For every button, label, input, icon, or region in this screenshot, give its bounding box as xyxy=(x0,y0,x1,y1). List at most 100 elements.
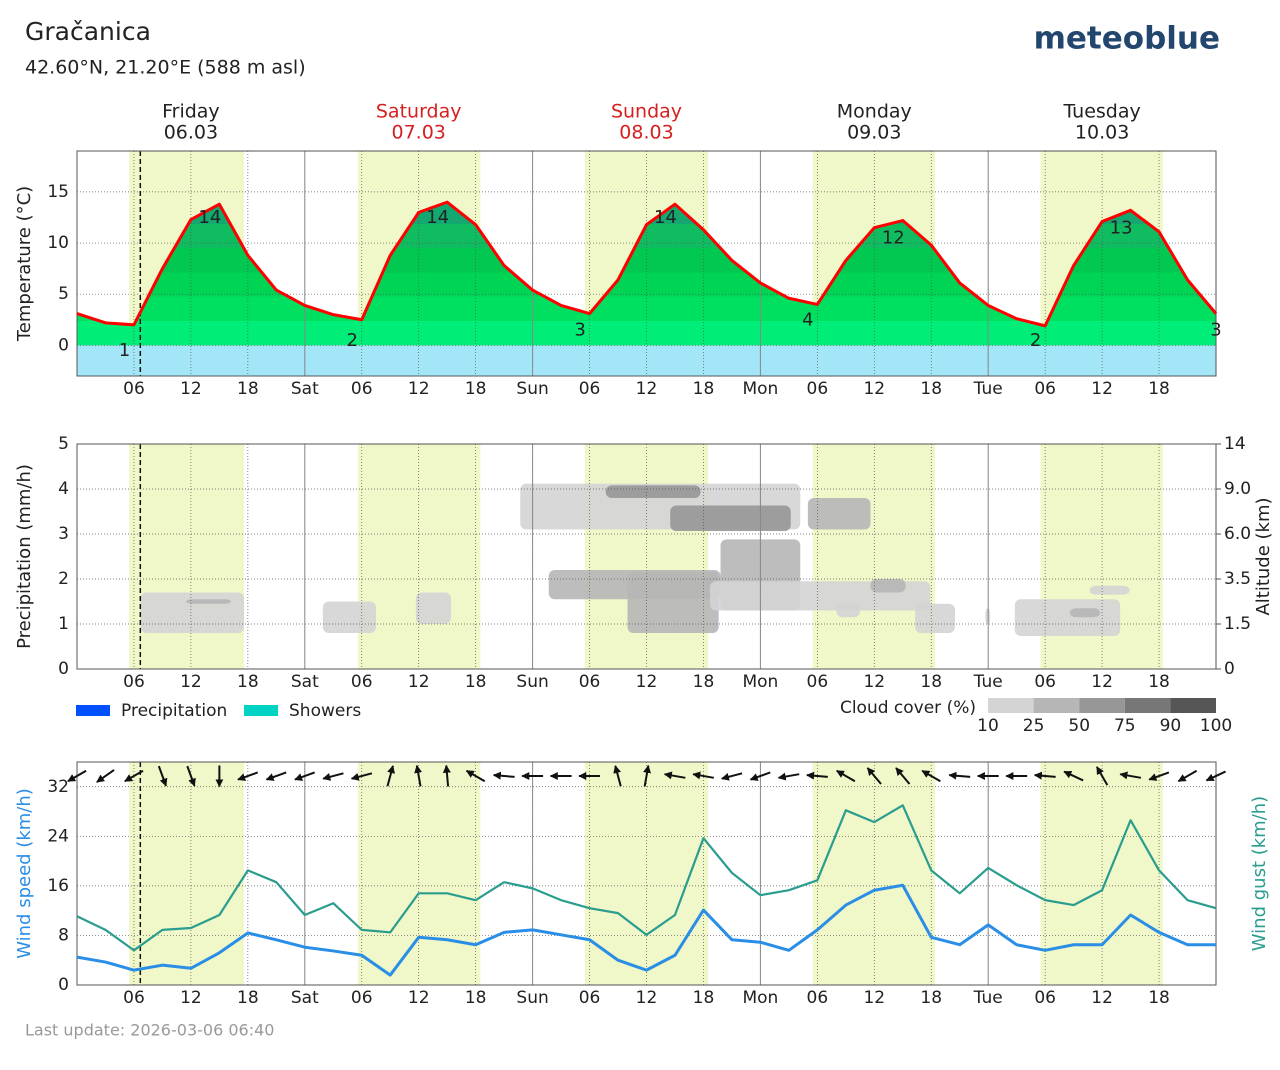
cloud-cell xyxy=(322,601,376,633)
daylight-band xyxy=(129,762,245,985)
legend-swatch xyxy=(76,705,110,716)
wind-arrow xyxy=(96,769,115,783)
wind-arrow xyxy=(350,772,373,781)
wind-arrow xyxy=(465,769,486,783)
daylight-band xyxy=(357,762,481,985)
x-tick-label: 12 xyxy=(180,672,202,692)
wind-arrow xyxy=(866,767,882,785)
x-tick-label: 18 xyxy=(237,988,259,1008)
location-title: Gračanica xyxy=(25,17,151,46)
cloud-legend-swatch xyxy=(1124,698,1171,713)
cloud-cell xyxy=(186,599,231,604)
wind-arrow xyxy=(414,764,423,787)
day-date: 09.03 xyxy=(847,122,901,144)
cloud-cell xyxy=(836,603,861,618)
x-tick-label: 06 xyxy=(123,672,145,692)
wind-arrow xyxy=(265,771,287,781)
wind-arrow xyxy=(721,772,743,781)
legend-swatch xyxy=(244,705,278,716)
y-tick-label: 32 xyxy=(47,777,69,797)
x-tick-label: 18 xyxy=(1148,988,1170,1008)
wind-arrow xyxy=(692,771,714,780)
temperature-extreme-label: 13 xyxy=(1110,217,1133,238)
y-tick-label: 10 xyxy=(47,233,69,253)
x-tick-label: 12 xyxy=(863,988,885,1008)
x-tick-label: Mon xyxy=(742,379,778,399)
day-date: 06.03 xyxy=(164,122,218,144)
temperature-extreme-label: 3 xyxy=(574,320,585,341)
x-tick-label: 18 xyxy=(465,379,487,399)
wind-arrow xyxy=(1119,771,1142,780)
wind-arrow xyxy=(1148,771,1170,781)
x-tick-label: 06 xyxy=(1034,672,1056,692)
x-tick-label: 12 xyxy=(180,988,202,1008)
cloud-cell xyxy=(1014,599,1121,636)
x-tick-label: 12 xyxy=(1091,672,1113,692)
axis-label: Wind speed (km/h) xyxy=(14,788,35,959)
y-tick-label: 0 xyxy=(58,335,69,355)
temperature-extreme-label: 14 xyxy=(654,207,677,228)
wind-arrow xyxy=(643,764,652,787)
x-tick-label: Tue xyxy=(973,988,1003,1008)
day-name: Monday xyxy=(837,101,912,123)
daylight-band xyxy=(129,444,245,669)
y-tick-label: 1 xyxy=(58,614,69,634)
temperature-line xyxy=(76,200,1218,328)
wind-arrow xyxy=(386,765,395,787)
day-date: 10.03 xyxy=(1075,122,1129,144)
cloud-legend-tick: 75 xyxy=(1114,716,1136,736)
wind-arrow xyxy=(806,771,828,780)
cloud-legend-swatch xyxy=(988,698,1034,713)
x-tick-label: 18 xyxy=(465,988,487,1008)
temperature-extreme-label: 14 xyxy=(426,207,449,228)
wind-arrow xyxy=(294,771,316,781)
x-tick-label: Sat xyxy=(291,379,319,399)
x-tick-label: 06 xyxy=(351,988,373,1008)
wind-arrow xyxy=(442,764,451,787)
x-tick-label: 12 xyxy=(180,379,202,399)
y2-tick-label: 3.5 xyxy=(1224,569,1251,589)
location-coordinates: 42.60°N, 21.20°E (588 m asl) xyxy=(25,57,306,79)
y-tick-label: 4 xyxy=(58,479,69,499)
wind-arrow xyxy=(836,769,856,783)
x-tick-label: 12 xyxy=(408,672,430,692)
day-name: Tuesday xyxy=(1062,101,1140,123)
axis-label: Precipitation (mm/h) xyxy=(14,464,35,649)
x-tick-label: 18 xyxy=(237,672,259,692)
cloud-legend-tick: 50 xyxy=(1068,716,1090,736)
x-tick-label: 12 xyxy=(1091,988,1113,1008)
wind-arrow xyxy=(157,765,168,787)
wind-arrow xyxy=(124,769,144,783)
cloud-legend-tick: 90 xyxy=(1160,716,1182,736)
y-tick-label: 5 xyxy=(58,284,69,304)
cloud-legend-swatch xyxy=(1033,698,1080,713)
day-date: 07.03 xyxy=(391,122,445,144)
x-tick-label: 06 xyxy=(1034,379,1056,399)
x-tick-label: 12 xyxy=(636,379,658,399)
temperature-extreme-label: 2 xyxy=(1030,330,1041,351)
x-tick-label: Tue xyxy=(973,379,1003,399)
daylight-band xyxy=(812,444,936,669)
x-tick-label: 18 xyxy=(693,988,715,1008)
cloud-cell xyxy=(627,571,719,633)
x-tick-label: 12 xyxy=(1091,379,1113,399)
x-tick-label: 18 xyxy=(920,672,942,692)
x-tick-label: 06 xyxy=(579,988,601,1008)
cloud-cell xyxy=(670,505,791,531)
wind-arrow xyxy=(1205,770,1226,782)
wind-arrow xyxy=(492,771,515,780)
wind-arrow xyxy=(777,772,800,781)
legend-label: Showers xyxy=(289,701,361,721)
wind-arrow xyxy=(1095,766,1109,786)
x-tick-label: 12 xyxy=(636,672,658,692)
daylight-band xyxy=(357,444,481,669)
wind-speed-line xyxy=(76,883,1216,977)
x-tick-label: Tue xyxy=(973,672,1003,692)
day-name: Sunday xyxy=(611,101,682,123)
y2-tick-label: 0 xyxy=(1224,659,1235,679)
x-tick-label: Sat xyxy=(291,988,319,1008)
x-tick-label: 06 xyxy=(807,379,829,399)
axis-label: Wind gust (km/h) xyxy=(1249,796,1270,951)
day-name: Saturday xyxy=(376,101,462,123)
